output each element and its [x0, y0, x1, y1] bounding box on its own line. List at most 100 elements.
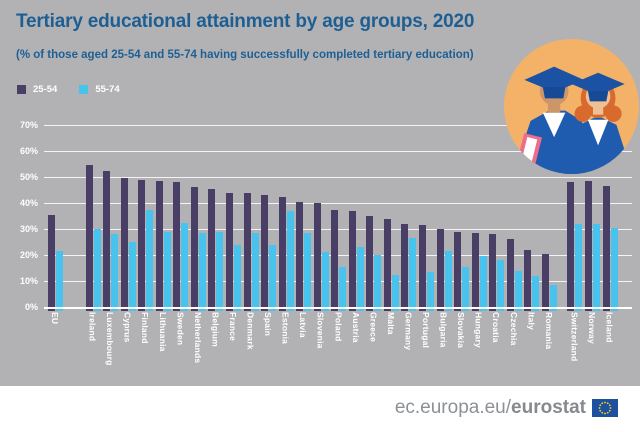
bar-55-74 [181, 222, 189, 311]
bar-55-74 [575, 223, 583, 311]
x-axis-label: Malta [385, 312, 396, 335]
bar-55-74 [462, 266, 470, 311]
x-axis-label: Iceland [604, 312, 615, 343]
x-axis-label: Croatia [491, 312, 502, 343]
x-axis-label: Netherlands [192, 312, 203, 364]
bar-25-54 [120, 178, 128, 311]
y-tick-label: 40% [19, 198, 38, 208]
chart-legend: 25-54 55-74 [17, 84, 120, 95]
bar-25-54 [278, 196, 286, 311]
x-axis-label: Belgium [210, 312, 221, 347]
bar-25-54 [489, 234, 497, 311]
y-tick-label: 0% [24, 302, 38, 312]
x-axis-label: Luxembourg [105, 312, 116, 366]
x-axis-label: Portugal [421, 312, 431, 349]
grid-line [44, 151, 632, 152]
x-axis-label: Sweden [175, 312, 186, 346]
x-axis-label: Hungary [473, 312, 484, 348]
bar-25-54 [567, 182, 575, 311]
bar-25-54 [454, 231, 462, 311]
bar-55-74 [216, 231, 224, 311]
bar-25-54 [366, 216, 374, 311]
bar-55-74 [339, 266, 347, 311]
footer-url-prefix: ec.europa.eu/ [394, 397, 512, 418]
bar-55-74 [610, 227, 618, 311]
bar-25-54 [190, 187, 198, 311]
bar-25-54 [313, 203, 321, 311]
x-axis-label: Poland [333, 312, 344, 342]
y-tick-label: 30% [19, 224, 38, 234]
x-axis-label: Denmark [245, 312, 256, 350]
bar-55-74 [163, 231, 171, 311]
legend-item-55-74: 55-74 [79, 84, 120, 95]
bar-25-54 [296, 201, 304, 311]
legend-label: 55-74 [95, 84, 120, 95]
bar-55-74 [356, 247, 364, 311]
x-axis-label: Romania [543, 312, 554, 350]
bar-55-74 [251, 232, 259, 311]
bar-55-74 [56, 251, 63, 311]
bar-25-54 [401, 223, 409, 311]
x-axis-label: Bulgaria [438, 312, 449, 348]
bar-25-54 [383, 218, 391, 311]
bar-55-74 [409, 238, 417, 311]
bar-25-54 [261, 195, 269, 311]
footer-bar: ec.europa.eu/eurostat [0, 386, 640, 432]
bar-25-54 [48, 214, 55, 311]
bar-25-54 [225, 192, 233, 311]
bar-25-54 [208, 188, 216, 311]
legend-swatch-dark [17, 85, 26, 94]
x-axis-label: Finland [140, 312, 151, 344]
x-axis-label: Greece [368, 312, 379, 343]
x-axis-line [44, 307, 632, 309]
bar-55-74 [391, 274, 399, 311]
x-axis-label: Cyprus [122, 312, 133, 343]
footer-url: ec.europa.eu/eurostat [395, 397, 586, 419]
x-axis-label: Switzerland [569, 312, 580, 362]
page-subtitle: (% of those aged 25-54 and 55-74 having … [16, 49, 474, 61]
bar-55-74 [111, 234, 119, 311]
bar-55-74 [479, 256, 487, 311]
bar-55-74 [198, 232, 206, 311]
bar-25-54 [436, 229, 444, 311]
y-tick-label: 60% [19, 146, 38, 156]
bar-25-54 [243, 192, 251, 311]
grid-line [44, 125, 632, 126]
eu-flag-stars [598, 401, 612, 415]
bar-55-74 [269, 244, 277, 311]
grid-line [44, 203, 632, 204]
bar-55-74 [532, 275, 540, 311]
bar-55-74 [321, 252, 329, 311]
x-axis-label: Germany [403, 312, 414, 351]
bar-55-74 [304, 232, 312, 311]
x-axis-label: Austria [350, 312, 361, 343]
bar-25-54 [103, 170, 111, 311]
bar-55-74 [233, 244, 241, 311]
bar-55-74 [497, 260, 505, 311]
x-axis-label: France [227, 312, 238, 342]
bar-25-54 [419, 225, 426, 311]
bar-55-74 [286, 210, 294, 311]
x-axis-label: Estonia [280, 312, 291, 345]
x-axis-label: Spain [263, 312, 274, 337]
grid-line [44, 177, 632, 178]
x-axis-label: Italy [526, 312, 537, 331]
bar-25-54 [331, 209, 339, 311]
bar-25-54 [584, 180, 592, 311]
bar-55-74 [427, 271, 434, 311]
bar-25-54 [524, 249, 532, 311]
bar-55-74 [146, 209, 154, 311]
bar-55-74 [444, 251, 452, 311]
bar-55-74 [549, 284, 557, 311]
x-axis-label: Lithuania [157, 312, 168, 352]
bar-25-54 [85, 165, 93, 311]
bar-25-54 [173, 182, 181, 311]
eu-flag-icon [592, 399, 618, 417]
bar-55-74 [374, 255, 382, 311]
footer-url-eurostat: eurostat [511, 397, 586, 418]
bar-25-54 [471, 232, 479, 311]
bar-25-54 [155, 180, 163, 311]
x-axis-label: Slovakia [456, 312, 467, 349]
x-axis-label: EU [50, 312, 60, 325]
